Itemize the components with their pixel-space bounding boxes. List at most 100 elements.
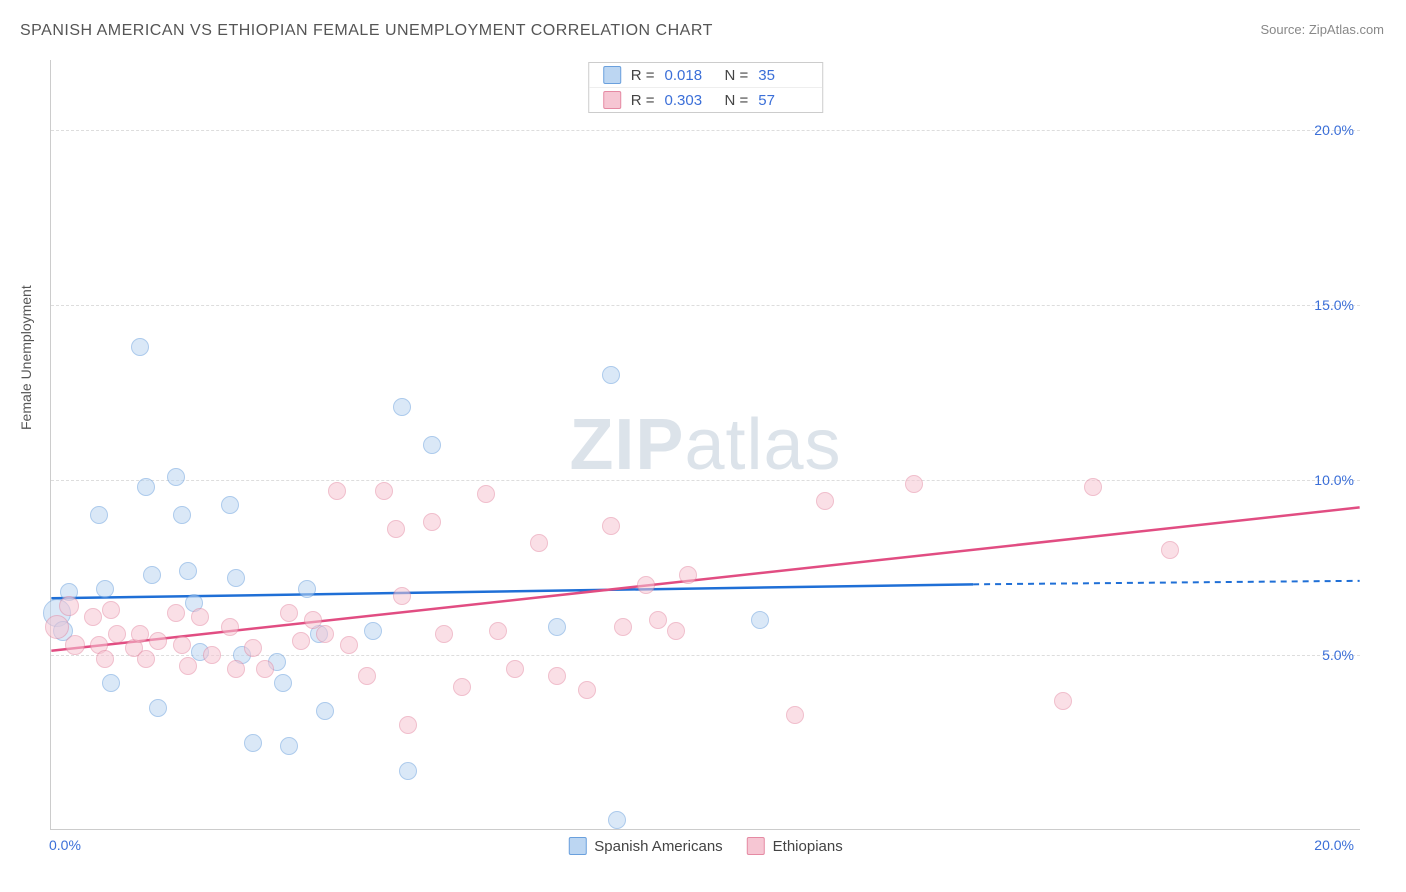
regression-line — [51, 507, 1359, 650]
x-tick-left: 0.0% — [49, 837, 81, 853]
n-value: 57 — [758, 92, 808, 109]
data-point — [280, 737, 298, 755]
r-label: R = — [631, 92, 655, 109]
n-value: 35 — [758, 67, 808, 84]
data-point — [548, 618, 566, 636]
r-value: 0.018 — [665, 67, 715, 84]
data-point — [316, 625, 334, 643]
y-tick-label: 5.0% — [1322, 647, 1354, 663]
data-point — [167, 468, 185, 486]
data-point — [423, 513, 441, 531]
data-point — [477, 485, 495, 503]
regression-lines — [51, 60, 1360, 829]
data-point — [102, 601, 120, 619]
n-label: N = — [725, 92, 749, 109]
data-point — [59, 596, 79, 616]
n-label: N = — [725, 67, 749, 84]
data-point — [489, 622, 507, 640]
legend-swatch — [603, 66, 621, 84]
data-point — [393, 398, 411, 416]
data-point — [292, 632, 310, 650]
data-point — [227, 660, 245, 678]
data-point — [65, 635, 85, 655]
data-point — [530, 534, 548, 552]
data-point — [423, 436, 441, 454]
data-point — [453, 678, 471, 696]
data-point — [506, 660, 524, 678]
data-point — [149, 632, 167, 650]
x-tick-right: 20.0% — [1314, 837, 1354, 853]
watermark-zip: ZIP — [569, 405, 684, 485]
y-tick-label: 15.0% — [1314, 297, 1354, 313]
data-point — [90, 506, 108, 524]
stats-row: R = 0.018 N = 35 — [589, 63, 823, 87]
stats-legend: R =0.018N =35R =0.303N =57 — [588, 62, 824, 113]
watermark-atlas: atlas — [684, 405, 841, 485]
data-point — [96, 580, 114, 598]
gridline — [51, 130, 1360, 131]
series-legend: Spanish Americans Ethiopians — [568, 837, 842, 855]
data-point — [816, 492, 834, 510]
stats-row: R =0.303N =57 — [589, 87, 823, 112]
data-point — [45, 615, 69, 639]
plot-area: ZIPatlas R =0.018N =35R =0.303N =57 0.0%… — [50, 60, 1360, 830]
series-label: Spanish Americans — [594, 838, 722, 855]
data-point — [393, 587, 411, 605]
legend-swatch — [603, 91, 621, 109]
data-point — [578, 681, 596, 699]
data-point — [108, 625, 126, 643]
data-point — [191, 608, 209, 626]
data-point — [173, 506, 191, 524]
regression-line-dashed — [973, 581, 1360, 584]
data-point — [1084, 478, 1102, 496]
data-point — [143, 566, 161, 584]
data-point — [649, 611, 667, 629]
data-point — [399, 762, 417, 780]
data-point — [149, 699, 167, 717]
data-point — [274, 674, 292, 692]
data-point — [340, 636, 358, 654]
data-point — [84, 608, 102, 626]
gridline — [51, 480, 1360, 481]
y-tick-label: 20.0% — [1314, 122, 1354, 138]
data-point — [614, 618, 632, 636]
data-point — [131, 625, 149, 643]
y-tick-label: 10.0% — [1314, 472, 1354, 488]
data-point — [244, 734, 262, 752]
source-text: Source: ZipAtlas.com — [1260, 22, 1384, 37]
gridline — [51, 305, 1360, 306]
legend-swatch — [747, 837, 765, 855]
data-point — [667, 622, 685, 640]
data-point — [1054, 692, 1072, 710]
series-legend-item: Ethiopians — [747, 837, 843, 855]
data-point — [387, 520, 405, 538]
data-point — [399, 716, 417, 734]
data-point — [167, 604, 185, 622]
data-point — [608, 811, 626, 829]
data-point — [637, 576, 655, 594]
data-point — [1161, 541, 1179, 559]
data-point — [364, 622, 382, 640]
series-label: Ethiopians — [773, 838, 843, 855]
series-legend-item: Spanish Americans — [568, 837, 722, 855]
y-axis-label: Female Unemployment — [18, 285, 34, 430]
watermark: ZIPatlas — [569, 404, 841, 486]
data-point — [131, 338, 149, 356]
data-point — [179, 657, 197, 675]
data-point — [244, 639, 262, 657]
chart-container: SPANISH AMERICAN VS ETHIOPIAN FEMALE UNE… — [0, 0, 1406, 892]
r-label: R = — [631, 67, 655, 84]
data-point — [786, 706, 804, 724]
data-point — [179, 562, 197, 580]
data-point — [298, 580, 316, 598]
data-point — [173, 636, 191, 654]
data-point — [602, 517, 620, 535]
data-point — [751, 611, 769, 629]
data-point — [548, 667, 566, 685]
data-point — [96, 650, 114, 668]
data-point — [256, 660, 274, 678]
data-point — [227, 569, 245, 587]
data-point — [137, 478, 155, 496]
data-point — [358, 667, 376, 685]
data-point — [221, 496, 239, 514]
